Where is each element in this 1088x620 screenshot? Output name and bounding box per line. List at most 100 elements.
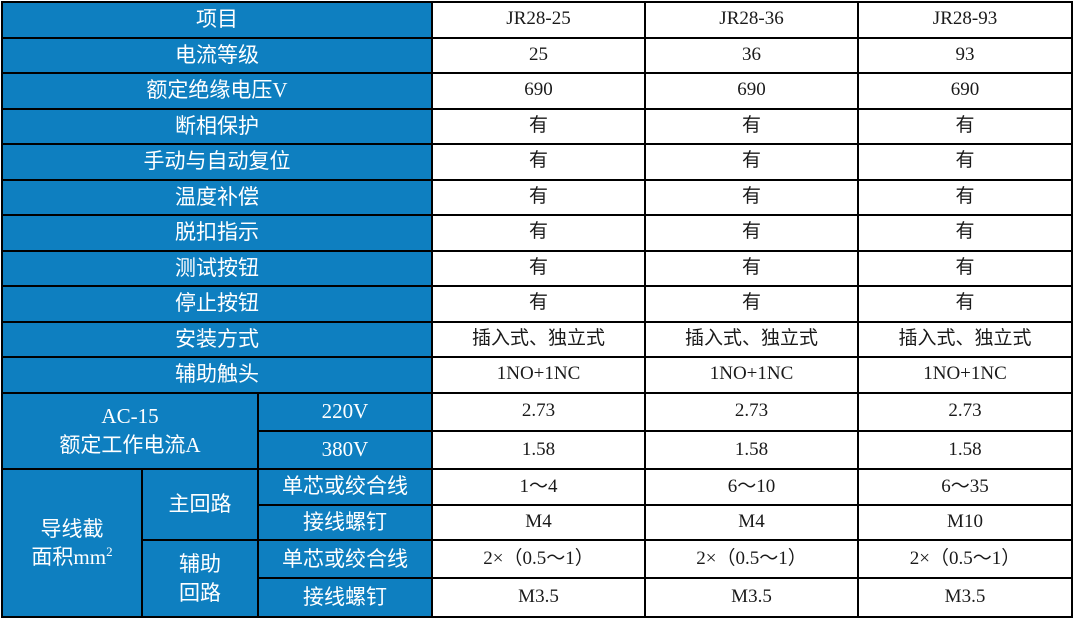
- row-value-2: 有: [644, 143, 859, 181]
- aux-circuit-screw-value-2: M3.5: [644, 577, 859, 618]
- row-label: 辅助触头: [1, 356, 433, 394]
- main-circuit-screw-value-1: M4: [431, 503, 646, 542]
- row-value-3: 插入式、独立式: [857, 320, 1073, 358]
- row-value-1: 有: [431, 143, 646, 181]
- table-row: 辅助触头 1NO+1NC 1NO+1NC 1NO+1NC: [1, 356, 1073, 394]
- row-label: 温度补偿: [1, 178, 433, 216]
- aux-circuit-sublabel: 辅助 回路: [141, 539, 259, 618]
- ac15-380v-value-3: 1.58: [857, 429, 1073, 471]
- table-row-ac15-220v: AC-15 额定工作电流A 220V 2.73 2.73 2.73: [1, 391, 1073, 471]
- aux-circuit-wire-value-3: 2×（0.5～1）: [857, 539, 1073, 580]
- aux-circuit-screw-value-1: M3.5: [431, 577, 646, 618]
- table-row-main-circuit-screw: 接线螺钉 M4 M4 M10: [2, 503, 1073, 542]
- main-circuit-wire-value-1: 1～4: [431, 468, 646, 506]
- row-value-1: 690: [431, 72, 646, 110]
- ac15-label-line2: 额定工作电流A: [59, 432, 201, 457]
- row-value-2: 有: [644, 107, 859, 145]
- main-circuit-wire-item: 单芯或绞合线: [257, 468, 433, 506]
- row-value-1: 有: [431, 178, 646, 216]
- row-value-1: 1NO+1NC: [431, 356, 646, 394]
- main-circuit-screw-value-3: M10: [857, 503, 1073, 542]
- wire-label-superscript: 2: [106, 544, 113, 560]
- ac15-220v-value-1: 2.73: [431, 391, 646, 432]
- row-value-1: 25: [431, 36, 646, 74]
- aux-circuit-wire-value-1: 2×（0.5～1）: [431, 539, 646, 580]
- row-value-3: 有: [857, 214, 1073, 252]
- main-circuit-sublabel: 主回路: [141, 468, 259, 542]
- main-circuit-wire-value-3: 6～35: [857, 468, 1073, 506]
- row-label: 额定绝缘电压V: [1, 72, 433, 110]
- main-circuit-wire-value-2: 6～10: [644, 468, 859, 506]
- row-value-2: 有: [644, 249, 859, 287]
- table-row-aux-circuit-wire: 辅助 回路 单芯或绞合线 2×（0.5～1） 2×（0.5～1） 2×（0.5～…: [2, 539, 1073, 618]
- aux-circuit-screw-value-3: M3.5: [857, 577, 1073, 618]
- table-header-row: 项目 JR28-25 JR28-36 JR28-93: [1, 1, 1073, 39]
- table-row: 手动与自动复位 有 有 有: [1, 143, 1073, 181]
- row-value-3: 93: [857, 36, 1073, 74]
- header-model-1: JR28-25: [431, 1, 646, 39]
- row-value-1: 有: [431, 214, 646, 252]
- row-value-1: 有: [431, 249, 646, 287]
- aux-circuit-wire-item: 单芯或绞合线: [257, 539, 433, 580]
- row-label: 脱扣指示: [1, 214, 433, 252]
- table-row: 脱扣指示 有 有 有: [1, 214, 1073, 252]
- row-value-2: 有: [644, 285, 859, 323]
- row-label: 测试按钮: [1, 249, 433, 287]
- table-row: 温度补偿 有 有 有: [1, 178, 1073, 216]
- table-row: 安装方式 插入式、独立式 插入式、独立式 插入式、独立式: [1, 320, 1073, 358]
- row-value-3: 有: [857, 249, 1073, 287]
- row-value-2: 插入式、独立式: [644, 320, 859, 358]
- main-circuit-sublabel-line1: 主回路: [168, 492, 232, 517]
- table-row: 测试按钮 有 有 有: [1, 249, 1073, 287]
- ac15-sublabel-380v: 380V: [257, 429, 433, 471]
- ac15-sublabel-220v: 220V: [257, 391, 433, 432]
- wire-label-line2-text: 面积mm: [31, 545, 107, 570]
- table-row: 额定绝缘电压V 690 690 690: [1, 72, 1073, 110]
- aux-circuit-sublabel-line1: 辅助: [179, 552, 221, 577]
- row-value-1: 插入式、独立式: [431, 320, 646, 358]
- wire-label-line1: 导线截: [40, 516, 104, 541]
- table-row-ac15-380v: 380V 1.58 1.58 1.58: [2, 429, 1073, 471]
- table-row-aux-circuit-screw: 接线螺钉 M3.5 M3.5 M3.5: [2, 577, 1073, 618]
- row-value-2: 有: [644, 178, 859, 216]
- wire-label-line2: 面积mm2: [5, 543, 139, 571]
- row-value-1: 有: [431, 107, 646, 145]
- row-label: 断相保护: [1, 107, 433, 145]
- table-row-main-circuit-wire: 导线截 面积mm2 主回路 单芯或绞合线 1～4 6～10 6～35: [1, 468, 1073, 618]
- row-label: 安装方式: [1, 320, 433, 358]
- row-value-2: 有: [644, 214, 859, 252]
- ac15-220v-value-2: 2.73: [644, 391, 859, 432]
- main-circuit-screw-value-2: M4: [644, 503, 859, 542]
- row-value-3: 690: [857, 72, 1073, 110]
- header-model-2: JR28-36: [644, 1, 859, 39]
- aux-circuit-sublabel-line2: 回路: [179, 580, 221, 605]
- row-value-2: 690: [644, 72, 859, 110]
- row-label: 停止按钮: [1, 285, 433, 323]
- row-value-3: 有: [857, 107, 1073, 145]
- table-row: 电流等级 25 36 93: [1, 36, 1073, 74]
- ac15-220v-value-3: 2.73: [857, 391, 1073, 432]
- table-row: 断相保护 有 有 有: [1, 107, 1073, 145]
- row-value-2: 1NO+1NC: [644, 356, 859, 394]
- wire-group-label: 导线截 面积mm2: [1, 468, 143, 618]
- header-model-3: JR28-93: [857, 1, 1073, 39]
- ac15-380v-value-2: 1.58: [644, 429, 859, 471]
- ac15-group-label: AC-15 额定工作电流A: [1, 391, 259, 471]
- row-label: 电流等级: [1, 36, 433, 74]
- aux-circuit-wire-value-2: 2×（0.5～1）: [644, 539, 859, 580]
- ac15-380v-value-1: 1.58: [431, 429, 646, 471]
- row-value-3: 有: [857, 285, 1073, 323]
- row-value-3: 1NO+1NC: [857, 356, 1073, 394]
- ac15-label-line1: AC-15: [101, 404, 159, 429]
- row-label: 手动与自动复位: [1, 143, 433, 181]
- row-value-3: 有: [857, 143, 1073, 181]
- row-value-1: 有: [431, 285, 646, 323]
- row-value-3: 有: [857, 178, 1073, 216]
- aux-circuit-screw-item: 接线螺钉: [257, 577, 433, 618]
- header-item-label: 项目: [1, 1, 433, 39]
- row-value-2: 36: [644, 36, 859, 74]
- table-row: 停止按钮 有 有 有: [1, 285, 1073, 323]
- main-circuit-screw-item: 接线螺钉: [257, 503, 433, 542]
